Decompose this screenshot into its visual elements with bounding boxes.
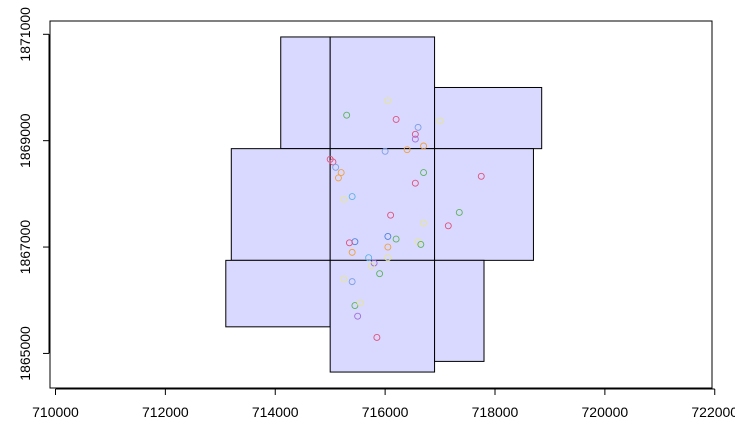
x-tick-label: 718000 [472, 404, 519, 420]
data-point [477, 172, 485, 180]
data-point [436, 117, 444, 125]
data-point [365, 254, 373, 262]
grid-cell-polygon [434, 259, 485, 362]
data-point [340, 275, 348, 283]
data-point [414, 123, 422, 131]
y-tick-label: 1867000 [17, 220, 33, 275]
data-point [343, 111, 351, 119]
data-point [334, 174, 342, 182]
y-tick-label: 1871000 [17, 7, 33, 62]
data-point [345, 239, 353, 247]
grid-cell-polygon [225, 259, 331, 328]
data-point [384, 97, 392, 105]
y-tick-label: 1865000 [17, 326, 33, 381]
data-point [387, 211, 395, 219]
data-point [455, 209, 463, 216]
data-point [367, 262, 375, 270]
x-tick-label: 720000 [582, 404, 629, 420]
grid-cell-polygon [434, 148, 534, 261]
data-point [348, 193, 356, 200]
x-tick-label: 710000 [32, 404, 79, 420]
data-point [420, 219, 428, 227]
data-point [381, 147, 389, 155]
data-point [420, 142, 428, 150]
point-layer [326, 97, 485, 341]
data-point [384, 232, 392, 240]
data-point [384, 243, 392, 251]
data-point [384, 254, 392, 262]
data-point [348, 278, 356, 286]
data-point [354, 312, 362, 320]
y-tick-label: 1869000 [17, 113, 33, 168]
x-axis: 710000 712000 714000 716000 718000 720000 7220… [32, 388, 735, 420]
y-axis: 1865000 1867000 1869000 1871000 [17, 7, 50, 381]
x-tick-label: 712000 [142, 404, 189, 420]
data-point [373, 334, 381, 341]
data-point [348, 248, 356, 256]
data-point [392, 115, 400, 123]
polygon-layer [225, 36, 543, 373]
x-tick-label: 714000 [252, 404, 299, 420]
grid-cell-polygon [329, 36, 436, 150]
data-point [411, 130, 419, 138]
grid-cell-polygon [329, 259, 436, 373]
x-tick-label: 722000 [691, 404, 735, 420]
plot-box [49, 20, 713, 389]
data-point [420, 169, 428, 177]
data-point [356, 299, 364, 307]
grid-cell-polygon [434, 86, 543, 150]
data-point [411, 135, 419, 143]
data-point [376, 270, 384, 278]
grid-cell-polygon [329, 148, 436, 261]
data-point [444, 222, 452, 230]
data-point [403, 146, 411, 154]
x-tick-label: 716000 [362, 404, 409, 420]
data-point [337, 169, 345, 177]
data-point [340, 195, 348, 203]
data-point [411, 179, 419, 187]
data-point [329, 158, 337, 166]
grid-cell-polygon [230, 148, 331, 261]
data-point [351, 302, 359, 310]
data-point [392, 235, 400, 243]
data-point [417, 240, 425, 248]
data-point [332, 163, 340, 171]
grid-cell-polygon [280, 36, 331, 150]
